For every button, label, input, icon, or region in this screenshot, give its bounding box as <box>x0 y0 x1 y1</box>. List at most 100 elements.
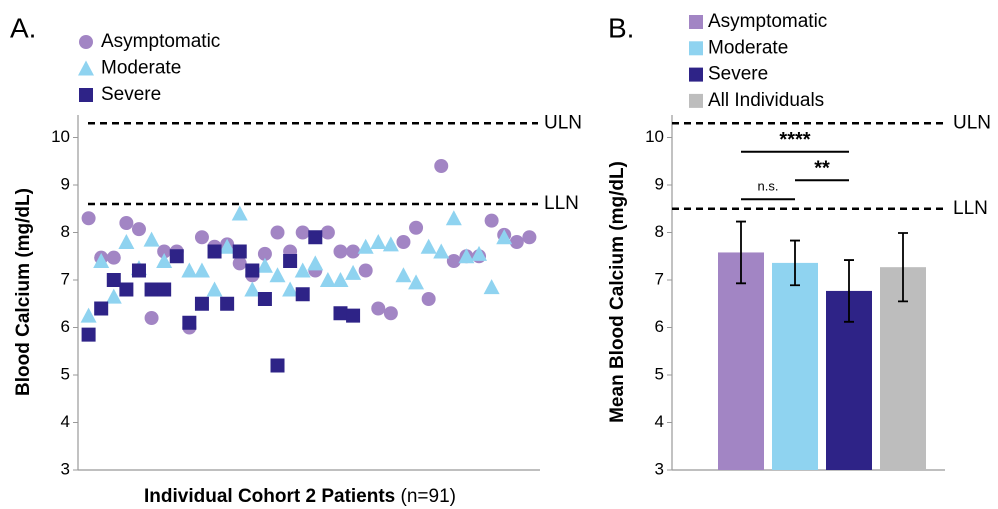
point <box>106 273 121 287</box>
point <box>471 245 488 261</box>
point <box>131 263 146 278</box>
point <box>433 243 450 259</box>
error-bar <box>736 220 746 285</box>
point <box>420 238 437 254</box>
point <box>131 222 146 237</box>
significance-label: **** <box>779 129 810 151</box>
point <box>345 264 362 280</box>
legend-label: Moderate <box>708 37 788 58</box>
point <box>307 255 324 271</box>
y-tick-label: 10 <box>51 127 70 146</box>
point <box>194 296 209 311</box>
point <box>156 253 173 268</box>
y-tick-label: 8 <box>61 222 70 241</box>
panel-label: B. <box>608 12 634 43</box>
legend-label: Asymptomatic <box>708 11 827 32</box>
point <box>81 211 96 226</box>
point <box>522 230 537 245</box>
point <box>358 263 373 278</box>
legend-label: Moderate <box>101 58 181 79</box>
point <box>434 159 449 173</box>
point <box>408 274 425 290</box>
point <box>118 234 135 249</box>
error-bar <box>790 239 800 287</box>
point <box>169 249 184 264</box>
point <box>445 210 462 226</box>
point <box>371 301 386 316</box>
point <box>143 231 160 247</box>
x-axis-label-main: Individual Cohort 2 Patients <box>144 486 395 507</box>
y-tick-label: 6 <box>61 317 70 336</box>
point <box>231 205 248 221</box>
legend-marker <box>79 35 93 49</box>
point <box>144 282 159 297</box>
legend-marker <box>689 93 703 108</box>
y-tick-label: 4 <box>655 412 664 431</box>
point <box>270 358 285 373</box>
point <box>282 281 299 297</box>
point <box>94 301 109 316</box>
legend-marker <box>79 88 93 102</box>
point <box>206 281 223 297</box>
point <box>219 238 236 254</box>
y-tick-label: 10 <box>645 127 664 146</box>
y-tick-label: 4 <box>61 412 70 431</box>
point <box>458 248 475 264</box>
reference-label: LLN <box>544 193 579 214</box>
point <box>157 282 172 297</box>
point <box>257 246 272 261</box>
point <box>80 307 97 323</box>
point <box>81 327 96 342</box>
point <box>119 216 134 230</box>
point <box>320 225 335 240</box>
point <box>256 257 273 273</box>
legend-marker <box>78 60 94 76</box>
point <box>106 250 121 265</box>
point <box>496 229 513 245</box>
y-tick-label: 6 <box>655 317 664 336</box>
y-tick-label: 9 <box>655 174 664 193</box>
x-axis-label-note: (n=91) <box>401 486 456 507</box>
legend-label: Asymptomatic <box>101 31 220 52</box>
legend-marker <box>689 41 703 56</box>
y-tick-label: 7 <box>655 269 664 288</box>
point <box>357 238 374 254</box>
point <box>509 235 524 249</box>
legend-marker <box>689 15 703 29</box>
point <box>383 306 398 321</box>
point <box>483 279 500 295</box>
point <box>119 282 134 297</box>
point <box>396 235 411 249</box>
error-bar <box>844 259 854 323</box>
y-tick-label: 9 <box>61 174 70 193</box>
legend-label: Severe <box>708 64 768 85</box>
bar <box>718 252 764 470</box>
point <box>194 230 209 245</box>
point <box>333 306 348 321</box>
point <box>295 287 310 302</box>
y-tick-label: 5 <box>655 364 664 383</box>
point <box>105 288 122 304</box>
point <box>421 292 436 306</box>
legend-label: Severe <box>101 84 161 105</box>
point <box>269 267 286 283</box>
error-bar <box>898 232 908 303</box>
point <box>333 244 348 259</box>
legend-label: All Individuals <box>708 90 824 111</box>
significance-label: ** <box>814 158 830 180</box>
point <box>93 253 110 268</box>
point <box>308 230 323 245</box>
point <box>244 281 261 297</box>
y-tick-label: 3 <box>61 459 70 478</box>
point <box>220 296 235 311</box>
point <box>157 244 172 259</box>
point <box>257 292 272 306</box>
point <box>182 315 197 330</box>
y-tick-label: 5 <box>61 364 70 383</box>
point <box>207 244 222 259</box>
point <box>294 262 311 278</box>
point <box>283 254 298 268</box>
point <box>319 272 336 287</box>
y-axis-label: Blood Calcium (mg/dL) <box>13 188 34 396</box>
reference-label: ULN <box>544 112 582 133</box>
